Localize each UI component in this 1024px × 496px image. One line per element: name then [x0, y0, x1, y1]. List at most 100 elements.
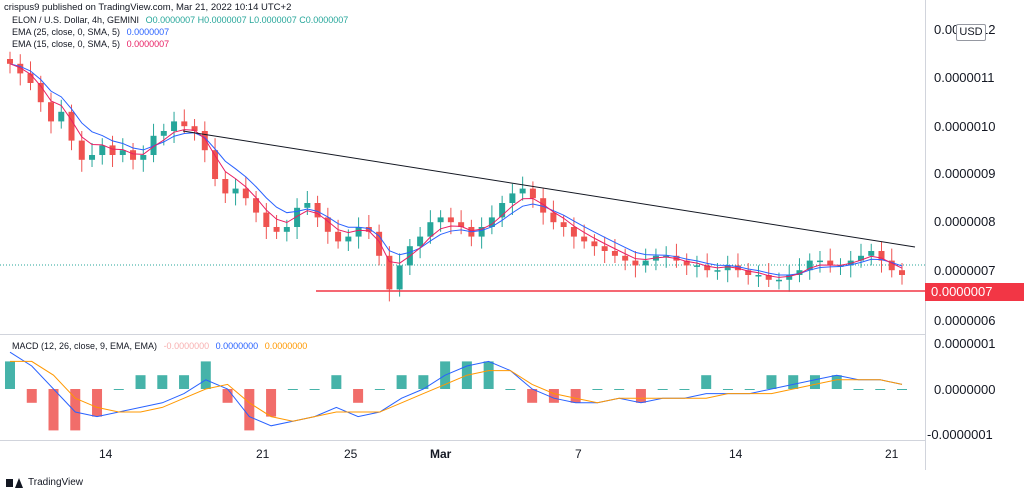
- macd-histogram-bar: [809, 375, 820, 389]
- price-tick-5: 0.0000008: [934, 214, 995, 229]
- macd-histogram-bar: [200, 361, 211, 389]
- ohlc-values: O0.0000007 H0.0000007 L0.0000007 C0.0000…: [145, 15, 349, 25]
- candle-body: [581, 236, 588, 242]
- time-tick-6: 14: [729, 447, 743, 461]
- candle-body: [89, 155, 96, 160]
- ema25-label: EMA (25, close, 0, SMA, 5): [12, 27, 121, 37]
- candle-body: [816, 260, 823, 263]
- candle-body: [693, 265, 700, 267]
- candle-body: [304, 203, 311, 208]
- candle-body: [683, 260, 690, 266]
- candle-body: [899, 270, 905, 275]
- currency-button[interactable]: USD: [956, 24, 986, 41]
- macd-histogram-bar: [897, 389, 907, 390]
- candle-body: [294, 207, 301, 227]
- ema15-legend[interactable]: EMA (15, close, 0, SMA, 5) 0.0000007: [12, 39, 169, 49]
- macd-tick-1: 0.0000001: [934, 336, 995, 351]
- macd-layer: [5, 351, 907, 431]
- candle-body: [130, 150, 137, 160]
- candle-body: [212, 150, 219, 179]
- candle-body: [878, 251, 885, 261]
- symbol-title: ELON / U.S. Dollar, 4h, GEMINI: [12, 15, 140, 25]
- candle-body: [488, 217, 495, 227]
- candle-body: [611, 251, 618, 256]
- ema25-value: 0.0000007: [126, 27, 170, 37]
- candle-body: [529, 188, 536, 199]
- candle-body: [99, 145, 106, 155]
- candle-body: [365, 227, 372, 232]
- macd-histogram-bar: [222, 389, 233, 403]
- macd-histogram-bar: [48, 389, 59, 431]
- candle-body: [171, 121, 178, 131]
- candle-body: [786, 275, 793, 280]
- current-price-tag: 0.0000007: [925, 283, 1024, 301]
- candle-body: [201, 131, 208, 151]
- candle-body: [427, 222, 434, 237]
- candle-body: [335, 231, 342, 242]
- candle-body: [755, 275, 762, 277]
- macd-histogram-bar: [266, 389, 277, 417]
- candle-body: [181, 121, 188, 127]
- symbol-legend[interactable]: ELON / U.S. Dollar, 4h, GEMINI O0.000000…: [12, 15, 348, 25]
- macd-histogram-bar: [5, 361, 15, 389]
- macd-histogram-bar: [287, 389, 298, 390]
- price-tick-2: 0.0000011: [934, 70, 995, 85]
- candle-body: [601, 246, 608, 251]
- macd-histogram-bar: [396, 375, 407, 389]
- candle-body: [796, 270, 803, 275]
- candle-body: [150, 135, 157, 155]
- candle-body: [437, 217, 444, 223]
- candle-body: [868, 251, 875, 256]
- candle-body: [642, 260, 649, 266]
- candle-body: [591, 241, 598, 247]
- macd-histogram-bar: [353, 389, 364, 403]
- macd-legend[interactable]: MACD (12, 26, close, 9, EMA, EMA) -0.000…: [12, 341, 307, 351]
- footer-brand[interactable]: TradingView: [6, 477, 83, 488]
- macd-histogram-bar: [135, 375, 146, 389]
- macd-histogram-bar: [614, 389, 625, 390]
- time-tick-5: 7: [575, 447, 582, 461]
- candle-body: [540, 198, 547, 213]
- macd-histogram-bar: [527, 389, 538, 403]
- candle-body: [806, 260, 813, 271]
- macd-histogram-bar: [179, 375, 190, 389]
- macd-histogram-bar: [635, 389, 646, 403]
- ema15-line: [9, 63, 903, 278]
- candle-body: [560, 222, 567, 227]
- candle-body: [775, 279, 782, 282]
- tradingview-logo-icon: [6, 477, 24, 488]
- candle-body: [458, 222, 465, 227]
- macd-histogram-bar: [157, 375, 168, 389]
- candle-body: [68, 111, 75, 141]
- macd-line: [9, 351, 903, 427]
- price-tick-7: 0.0000006: [934, 313, 995, 328]
- candle-body: [314, 203, 321, 218]
- macd-histogram-bar: [853, 389, 864, 390]
- publisher-note: crispus9 published on TradingView.com, M…: [4, 2, 292, 13]
- macd-tick-3: -0.0000001: [927, 427, 993, 442]
- descending-trendline[interactable]: [182, 130, 916, 248]
- candle-body: [119, 150, 126, 155]
- candle-body: [714, 270, 721, 272]
- macd-histogram-bar: [548, 389, 559, 403]
- candle-body: [888, 260, 895, 271]
- macd-signal-line: [10, 360, 903, 422]
- candle-body: [417, 236, 424, 247]
- candle-body: [273, 227, 280, 232]
- ema25-legend[interactable]: EMA (25, close, 0, SMA, 5) 0.0000007: [12, 27, 169, 37]
- time-tick-4: Mar: [430, 447, 452, 461]
- candle-body: [253, 198, 260, 213]
- macd-histogram-bar: [744, 389, 755, 390]
- macd-histogram-bar: [766, 375, 777, 389]
- price-tick-3: 0.0000010: [934, 119, 995, 134]
- candle-body: [745, 270, 752, 275]
- candle-body: [550, 212, 557, 223]
- macd-histogram-bar: [831, 375, 842, 389]
- price-tick-4: 0.0000009: [934, 166, 995, 181]
- candle-body: [827, 260, 834, 266]
- time-tick-2: 21: [256, 447, 270, 461]
- ema15-value: 0.0000007: [126, 39, 170, 49]
- macd-histogram-bar: [309, 389, 320, 390]
- macd-histogram-bar: [570, 389, 581, 403]
